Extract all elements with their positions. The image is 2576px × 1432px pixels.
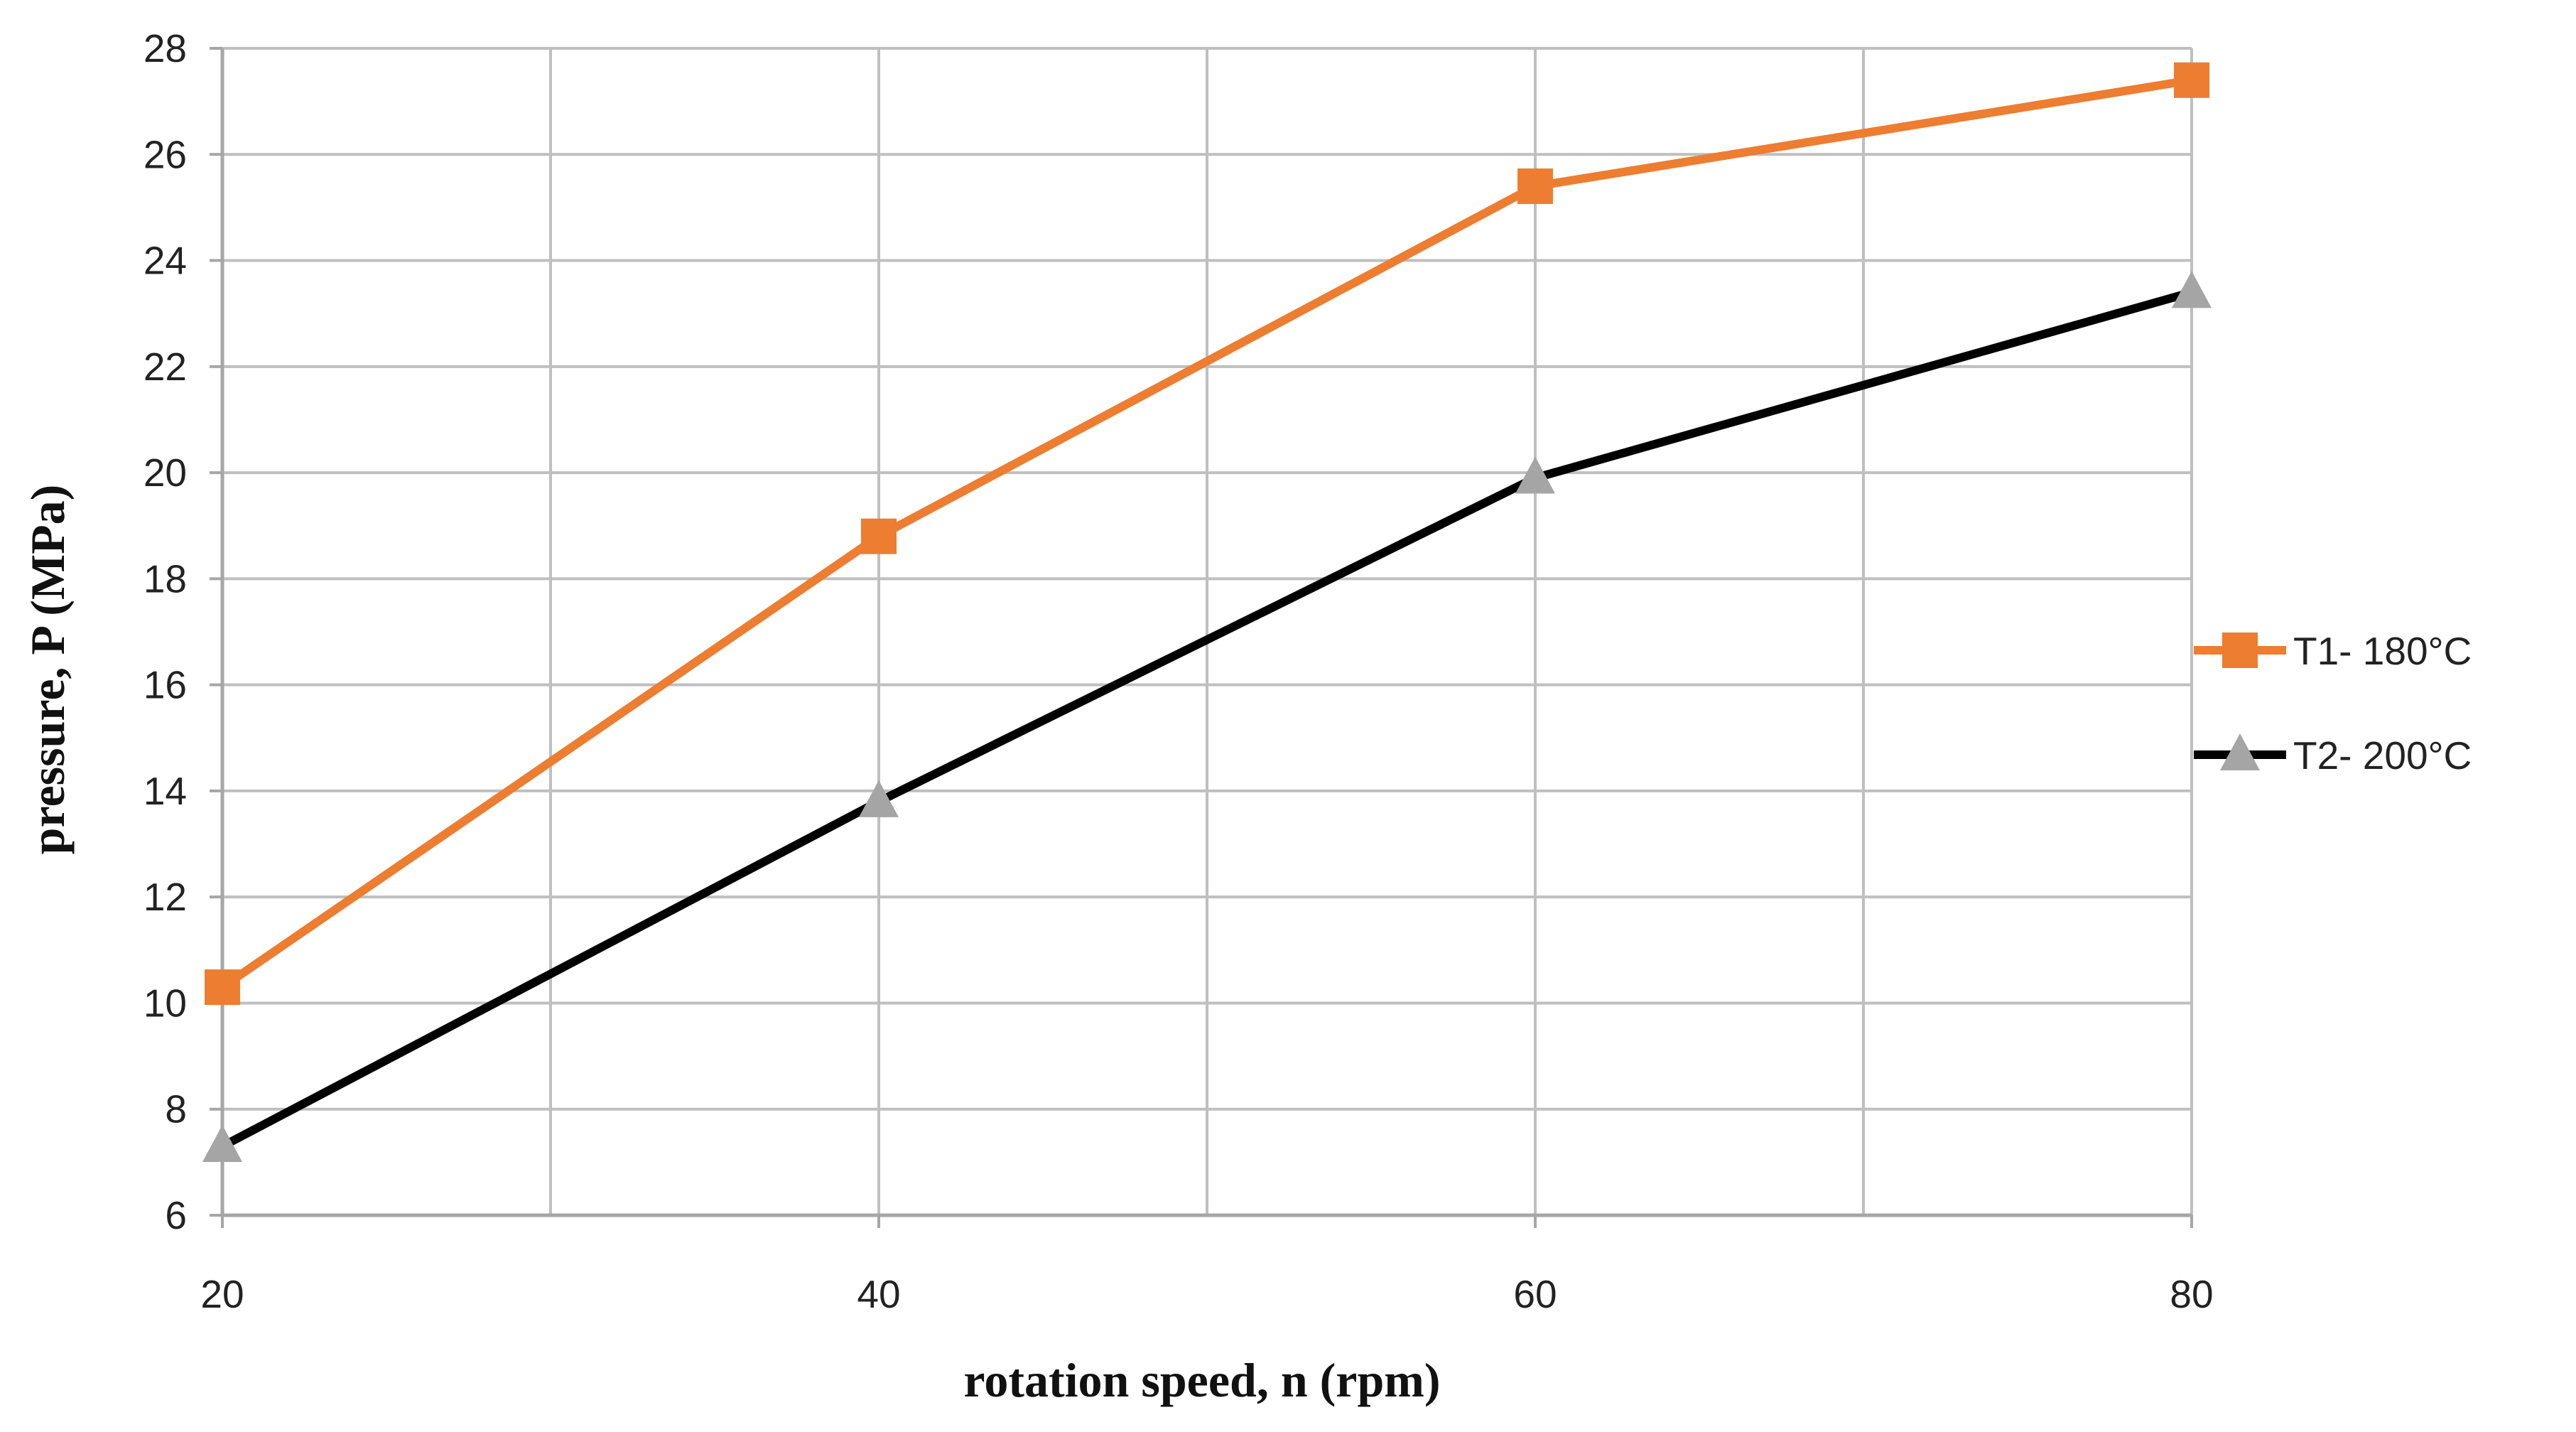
series-1 xyxy=(205,62,2209,1006)
y-tick-label: 18 xyxy=(144,556,187,601)
data-point xyxy=(2172,271,2212,308)
grid xyxy=(222,47,2193,1215)
series-2 xyxy=(202,271,2212,1162)
y-tick-label: 10 xyxy=(144,981,187,1025)
data-point xyxy=(859,780,899,817)
data-point xyxy=(861,518,897,554)
data-point xyxy=(2174,62,2209,98)
legend-marker xyxy=(2222,632,2258,668)
data-point xyxy=(1517,168,1553,205)
y-tick-label: 24 xyxy=(144,239,187,283)
y-tick-label: 14 xyxy=(144,769,187,813)
y-tick-label: 20 xyxy=(144,451,187,495)
axes xyxy=(210,47,2193,1228)
legend: T1- 180°C T2- 200°C xyxy=(2194,629,2472,777)
y-axis-title: pressure, P (MPa) xyxy=(21,485,75,855)
data-point xyxy=(202,1124,242,1162)
x-tick-label: 80 xyxy=(2170,1272,2213,1316)
tick-labels: 6 8 10 12 14 16 18 20 22 24 26 28 20 40 60 80 xyxy=(144,26,2214,1316)
y-tick-label: 6 xyxy=(165,1193,187,1237)
y-tick-label: 22 xyxy=(144,345,187,389)
legend-label: T2- 200°C xyxy=(2293,733,2472,777)
y-tick-label: 8 xyxy=(165,1087,187,1131)
series-layer xyxy=(202,62,2212,1162)
legend-item-2: T2- 200°C xyxy=(2194,733,2472,777)
x-tick-label: 40 xyxy=(857,1272,900,1316)
y-tick-label: 12 xyxy=(144,875,187,919)
y-tick-label: 26 xyxy=(144,132,187,176)
y-tick-label: 16 xyxy=(144,663,187,707)
x-tick-label: 20 xyxy=(200,1272,244,1316)
x-axis-title: rotation speed, n (rpm) xyxy=(963,1353,1440,1407)
data-point xyxy=(1515,456,1555,494)
legend-label: T1- 180°C xyxy=(2293,629,2472,673)
legend-marker xyxy=(2220,733,2260,770)
legend-item-1: T1- 180°C xyxy=(2194,629,2472,673)
series-line xyxy=(220,288,2193,1151)
y-tick-label: 28 xyxy=(144,26,187,70)
x-tick-label: 60 xyxy=(1513,1272,1557,1316)
series-line xyxy=(220,75,2192,991)
data-point xyxy=(205,969,240,1006)
